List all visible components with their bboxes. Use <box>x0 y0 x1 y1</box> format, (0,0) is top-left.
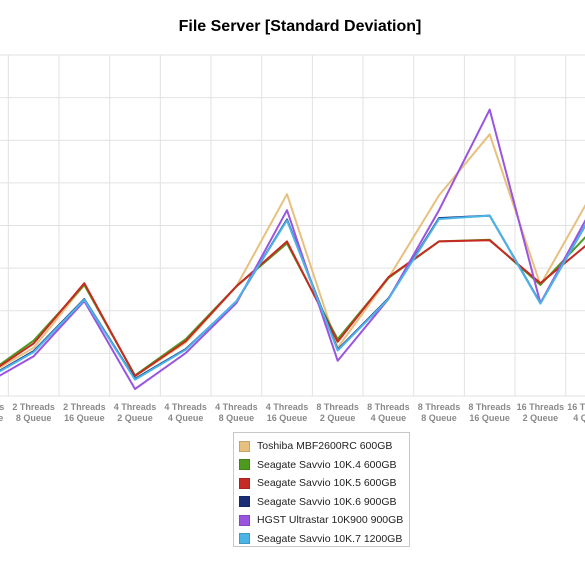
x-tick-label: 4 Threads 16 Queue <box>266 402 309 423</box>
legend-label: Seagate Savvio 10K.7 1200GB <box>257 532 403 545</box>
x-tick-label: 8 Threads 2 Queue <box>316 402 359 423</box>
x-tick-label: 16 Threads 2 Queue <box>517 402 565 423</box>
x-tick-label: 2 Threads 16 Queue <box>63 402 106 423</box>
x-tick-label: 2 Threads 8 Queue <box>12 402 55 423</box>
x-tick-label: 4 Threads 8 Queue <box>215 402 258 423</box>
x-tick-label: 8 Threads 4 Queue <box>367 402 410 423</box>
x-tick-label: 8 Threads 8 Queue <box>418 402 461 423</box>
chart-title: File Server [Standard Deviation] <box>178 18 422 35</box>
legend-item: Seagate Savvio 10K.6 900GB <box>239 493 409 512</box>
legend-item: Seagate Savvio 10K.7 1200GB <box>239 530 409 549</box>
legend-item: HGST Ultrastar 10K900 900GB <box>239 511 409 530</box>
legend-swatch <box>239 459 250 471</box>
series-line <box>0 108 585 390</box>
legend-item: Seagate Savvio 10K.4 600GB <box>239 456 409 475</box>
x-tick-label: 8 Threads 16 Queue <box>468 402 511 423</box>
series-line <box>0 214 585 381</box>
legend-item: Toshiba MBF2600RC 600GB <box>239 437 409 456</box>
legend-swatch <box>239 533 250 545</box>
chart-legend: Toshiba MBF2600RC 600GB Seagate Savvio 10… <box>233 432 410 547</box>
legend-swatch <box>239 440 250 452</box>
legend-label: Seagate Savvio 10K.5 600GB <box>257 477 397 490</box>
x-tick-label: 4 Threads 4 Queue <box>164 402 207 423</box>
legend-label: Toshiba MBF2600RC 600GB <box>257 440 393 453</box>
legend-label: Seagate Savvio 10K.4 600GB <box>257 458 397 471</box>
series-line <box>0 214 585 380</box>
legend-label: Seagate Savvio 10K.6 900GB <box>257 495 397 508</box>
x-tick-label: 4 Threads 2 Queue <box>114 402 157 423</box>
legend-swatch <box>239 477 250 489</box>
legend-swatch <box>239 496 250 508</box>
series-lines <box>0 108 585 390</box>
legend-item: Seagate Savvio 10K.5 600GB <box>239 474 409 493</box>
series-line <box>0 239 585 378</box>
legend-label: HGST Ultrastar 10K900 900GB <box>257 514 404 527</box>
legend-swatch <box>239 514 250 526</box>
